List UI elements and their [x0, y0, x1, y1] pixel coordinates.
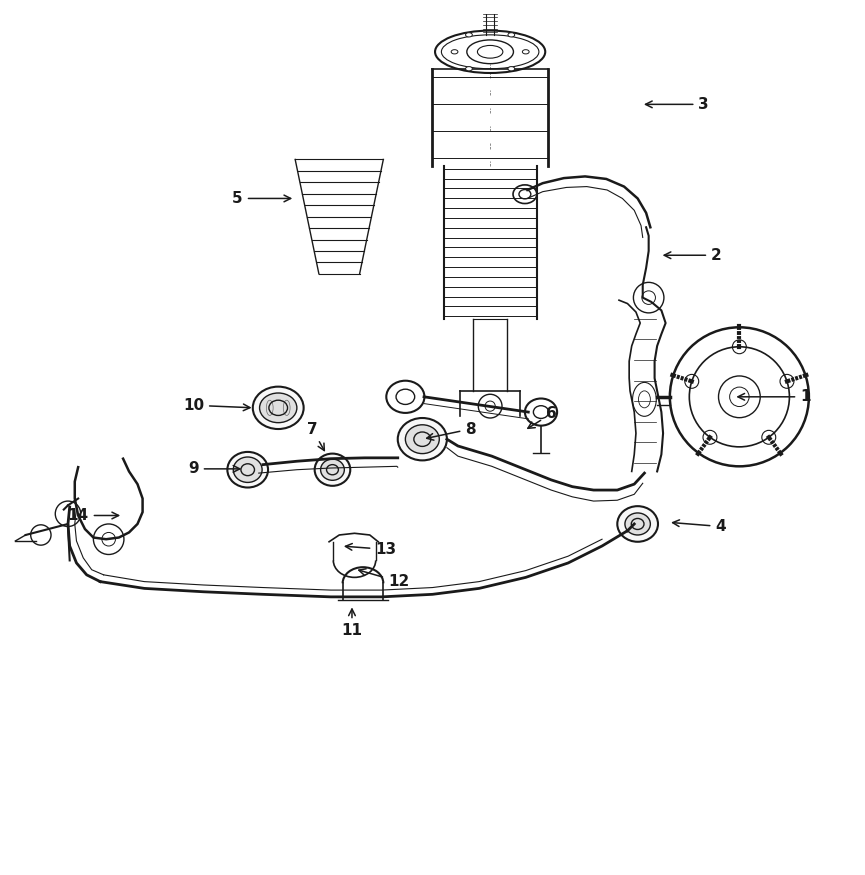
Ellipse shape	[465, 66, 472, 71]
Text: 6: 6	[528, 406, 556, 429]
Text: 7: 7	[307, 422, 324, 451]
Ellipse shape	[253, 387, 304, 429]
Text: 14: 14	[67, 508, 119, 523]
Ellipse shape	[321, 459, 344, 480]
Ellipse shape	[522, 50, 529, 54]
Ellipse shape	[625, 513, 650, 535]
Text: 13: 13	[345, 542, 396, 556]
Ellipse shape	[260, 393, 297, 423]
Text: 11: 11	[342, 609, 362, 638]
Text: 8: 8	[426, 422, 476, 440]
Text: 5: 5	[232, 191, 291, 206]
Ellipse shape	[227, 452, 268, 487]
Text: 3: 3	[645, 97, 709, 112]
Ellipse shape	[398, 418, 447, 460]
Text: 10: 10	[183, 398, 250, 413]
Text: 9: 9	[188, 461, 240, 476]
Ellipse shape	[234, 457, 262, 482]
Ellipse shape	[618, 506, 658, 542]
Ellipse shape	[452, 50, 458, 54]
Text: 1: 1	[738, 389, 811, 404]
Ellipse shape	[406, 424, 439, 453]
Text: 4: 4	[673, 519, 726, 534]
Text: 12: 12	[359, 569, 409, 589]
Text: 2: 2	[664, 248, 722, 262]
Ellipse shape	[508, 66, 515, 71]
Ellipse shape	[508, 32, 515, 37]
Ellipse shape	[465, 32, 472, 37]
Ellipse shape	[315, 453, 350, 486]
